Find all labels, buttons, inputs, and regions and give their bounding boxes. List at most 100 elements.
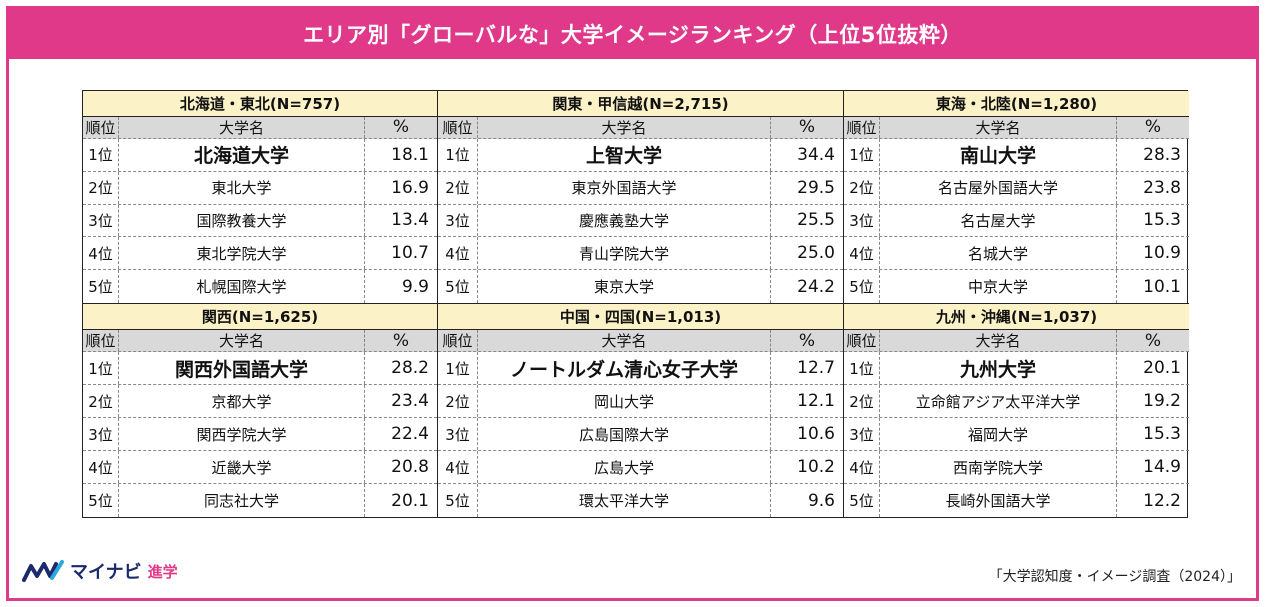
table-row: 3位 慶應義塾大学 25.5 xyxy=(438,204,843,238)
rank-cell: 3位 xyxy=(83,204,119,237)
rank-cell: 3位 xyxy=(438,204,478,237)
university-cell: 青山学院大学 xyxy=(478,237,771,270)
percent-cell: 16.9 xyxy=(391,177,429,198)
percent-cell: 25.0 xyxy=(797,243,835,264)
table-row: 3位 国際教養大学 13.4 xyxy=(83,204,437,238)
logo-text: マイナビ xyxy=(70,562,142,583)
university-cell: 環太平洋大学 xyxy=(478,484,771,517)
percent-cell: 10.1 xyxy=(1143,276,1181,297)
table-row: 5位 東京大学 24.2 xyxy=(438,270,843,303)
rank-cell: 5位 xyxy=(83,484,119,517)
percent-header: % xyxy=(392,117,410,138)
table-header-row: 順位 大学名% xyxy=(438,116,843,139)
rank-cell: 4位 xyxy=(438,451,478,483)
percent-cell: 20.8 xyxy=(391,457,429,477)
university-cell: 近畿大学 xyxy=(119,451,365,483)
university-cell: 立命館アジア太平洋大学 xyxy=(880,385,1117,417)
rank-cell: 1位 xyxy=(83,138,119,171)
rank-cell: 5位 xyxy=(844,484,880,517)
rank-cell: 5位 xyxy=(844,270,880,303)
logo-subtext: 進学 xyxy=(147,562,178,581)
table-header-row: 順位 大学名% xyxy=(844,330,1189,352)
university-header: 大学名 xyxy=(478,116,771,138)
percent-header: % xyxy=(1144,117,1162,138)
percent-cell: 23.4 xyxy=(391,391,429,411)
university-cell: 国際教養大学 xyxy=(119,204,365,237)
table-row: 1位 上智大学 34.4 xyxy=(438,138,843,172)
percent-cell: 14.9 xyxy=(1143,457,1181,477)
university-cell: 東北大学 xyxy=(119,171,365,204)
percent-cell: 9.9 xyxy=(401,276,429,297)
table-header-row: 順位 大学名% xyxy=(844,116,1189,139)
percent-cell: 10.2 xyxy=(797,457,835,477)
university-header: 大学名 xyxy=(119,330,365,351)
region-title: 中国・四国(N=1,013) xyxy=(438,304,843,330)
rank-header: 順位 xyxy=(83,330,119,351)
university-cell: 上智大学 xyxy=(478,138,771,171)
percent-cell: 12.7 xyxy=(797,358,835,378)
percent-header: % xyxy=(392,330,410,351)
table-row: 2位 岡山大学 12.1 xyxy=(438,385,843,418)
university-cell: 同志社大学 xyxy=(119,484,365,517)
university-cell: 九州大学 xyxy=(880,352,1117,384)
rank-cell: 2位 xyxy=(844,385,880,417)
percent-cell: 10.7 xyxy=(391,243,429,264)
table-row: 2位 京都大学 23.4 xyxy=(83,385,437,418)
university-cell: 東京大学 xyxy=(478,270,771,303)
university-cell: 関西学院大学 xyxy=(119,418,365,450)
rank-cell: 4位 xyxy=(83,237,119,270)
table-header-row: 順位 大学名% xyxy=(83,116,437,139)
table-row: 1位 九州大学 20.1 xyxy=(844,352,1189,385)
rank-cell: 1位 xyxy=(83,352,119,384)
percent-cell: 10.9 xyxy=(1143,243,1181,264)
university-header: 大学名 xyxy=(119,116,365,138)
table-row: 2位 東北大学 16.9 xyxy=(83,171,437,205)
table-row: 1位 北海道大学 18.1 xyxy=(83,138,437,172)
university-cell: 慶應義塾大学 xyxy=(478,204,771,237)
mynavi-logo-icon xyxy=(22,560,64,582)
table-row: 5位 長崎外国語大学 12.2 xyxy=(844,484,1189,517)
rank-cell: 2位 xyxy=(83,385,119,417)
percent-cell: 25.5 xyxy=(797,210,835,231)
rank-header: 順位 xyxy=(438,116,478,138)
percent-cell: 10.6 xyxy=(797,424,835,444)
percent-cell: 19.2 xyxy=(1143,391,1181,411)
region-title: 北海道・東北(N=757) xyxy=(83,91,437,117)
source-citation: 「大学認知度・イメージ調査（2024）」 xyxy=(988,569,1241,585)
university-header: 大学名 xyxy=(880,116,1117,138)
university-cell: 岡山大学 xyxy=(478,385,771,417)
table-row: 3位 関西学院大学 22.4 xyxy=(83,418,437,451)
region-title: 関東・甲信越(N=2,715) xyxy=(438,91,843,117)
region-block: 東海・北陸(N=1,280) 順位 大学名% 1位 南山大学 28.3 2位 名古屋外国語大学… xyxy=(844,91,1189,304)
university-cell: 札幌国際大学 xyxy=(119,270,365,303)
rank-cell: 2位 xyxy=(438,385,478,417)
percent-cell: 34.4 xyxy=(797,144,835,165)
percent-cell: 13.4 xyxy=(391,210,429,231)
region-title: 関西(N=1,625) xyxy=(83,304,437,330)
table-header-row: 順位 大学名% xyxy=(438,330,843,352)
rank-cell: 1位 xyxy=(438,352,478,384)
rank-cell: 5位 xyxy=(438,484,478,517)
university-cell: 広島大学 xyxy=(478,451,771,483)
region-block: 関東・甲信越(N=2,715) 順位 大学名% 1位 上智大学 34.4 2位 東京外国語大学… xyxy=(438,91,844,304)
page-title: エリア別「グローバルな」大学イメージランキング（上位5位抜粋） xyxy=(9,9,1256,59)
ranking-grid: 北海道・東北(N=757) 順位 大学名% 1位 北海道大学 18.1 2位 東北大学 16.9… xyxy=(82,90,1189,518)
region-block: 関西(N=1,625) 順位 大学名% 1位 関西外国語大学 28.2 2位 京都大学 23.4… xyxy=(83,304,438,517)
percent-cell: 9.6 xyxy=(807,490,835,511)
region-block: 北海道・東北(N=757) 順位 大学名% 1位 北海道大学 18.1 2位 東北大学 16.9… xyxy=(83,91,438,304)
region-title: 九州・沖縄(N=1,037) xyxy=(844,304,1189,330)
table-header-row: 順位 大学名% xyxy=(83,330,437,352)
table-row: 4位 広島大学 10.2 xyxy=(438,451,843,484)
university-cell: 北海道大学 xyxy=(119,138,365,171)
table-row: 2位 名古屋外国語大学 23.8 xyxy=(844,171,1189,205)
percent-cell: 15.3 xyxy=(1143,210,1181,231)
table-row: 1位 南山大学 28.3 xyxy=(844,138,1189,172)
rank-cell: 5位 xyxy=(438,270,478,303)
rank-header: 順位 xyxy=(83,116,119,138)
university-header: 大学名 xyxy=(880,330,1117,351)
rank-cell: 4位 xyxy=(83,451,119,483)
table-row: 4位 青山学院大学 25.0 xyxy=(438,237,843,271)
percent-cell: 29.5 xyxy=(797,177,835,198)
table-row: 4位 東北学院大学 10.7 xyxy=(83,237,437,271)
university-cell: 中京大学 xyxy=(880,270,1117,303)
